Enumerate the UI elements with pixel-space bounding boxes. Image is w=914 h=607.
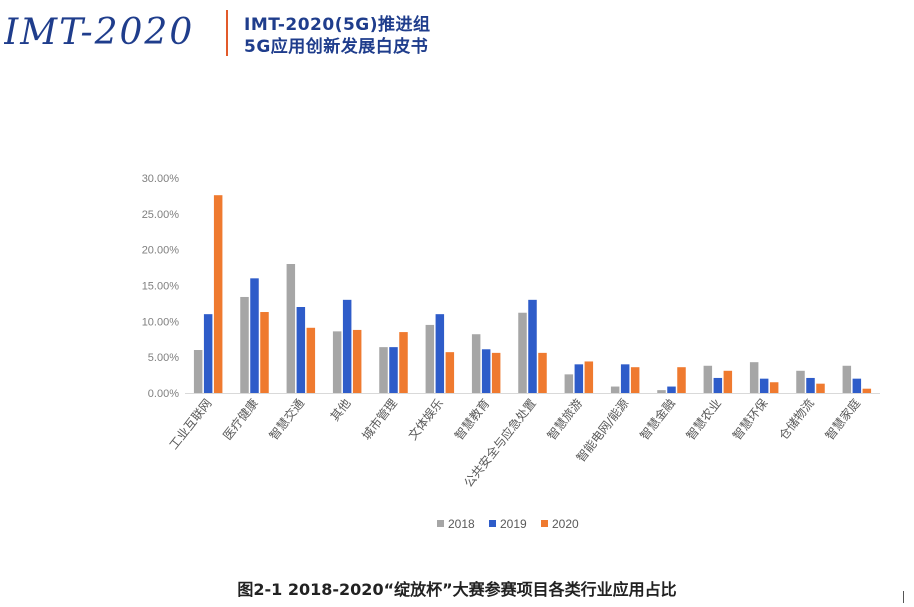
page-header: IMT-2020 IMT-2020(5G)推进组 5G应用创新发展白皮书	[0, 0, 914, 60]
figure-caption: 图2-1 2018-2020“绽放杯”大赛参赛项目各类行业应用占比	[237, 580, 677, 599]
bar-2018	[842, 365, 852, 393]
bar-2019	[203, 314, 213, 393]
legend-swatch-2020	[541, 520, 548, 527]
bar-2018	[240, 296, 249, 393]
x-tick-label: 其他	[328, 396, 354, 424]
bar-2018	[379, 347, 388, 393]
x-tick-label: 智慧家庭	[822, 396, 863, 443]
legend-swatch-2019	[489, 520, 496, 527]
bar-2020	[213, 195, 223, 393]
bar-2018	[796, 370, 805, 393]
bar-2020	[445, 352, 455, 393]
legend-label-2019: 2019	[500, 517, 527, 531]
x-tick-label: 智慧旅游	[544, 396, 585, 443]
x-tick-label: 智慧农业	[683, 396, 724, 443]
bar-2020	[816, 383, 825, 393]
industry-share-bar-chart: 0.00% 5.00% 10.00% 15.00% 20.00% 25.00% 30.00%…	[142, 173, 880, 531]
bar-2020	[862, 388, 872, 393]
bar-2019	[389, 347, 398, 393]
y-tick-label: 0.00%	[148, 388, 179, 400]
bar-2019	[250, 278, 259, 393]
bar-2019	[296, 307, 306, 393]
y-tick-label: 20.00%	[142, 245, 180, 257]
bar-2020	[399, 332, 408, 393]
bar-2018	[657, 390, 666, 393]
y-tick-label: 10.00%	[142, 316, 180, 328]
y-tick-label: 30.00%	[142, 173, 180, 185]
y-tick-label: 25.00%	[142, 209, 180, 221]
bar-2019	[435, 314, 445, 393]
bar-2019	[759, 378, 769, 393]
bar-2020	[769, 382, 779, 393]
bar-2018	[286, 264, 296, 393]
bar-2019	[528, 299, 537, 393]
x-tick-label: 仓储物流	[775, 396, 816, 443]
bar-2019	[574, 364, 584, 393]
bar-2018	[332, 331, 342, 393]
bar-2020	[584, 361, 594, 393]
x-tick-label: 医疗健康	[219, 396, 260, 443]
bar-2020	[491, 352, 501, 393]
svg-text:IMT-2020: IMT-2020	[4, 12, 194, 53]
bar-2018	[703, 365, 713, 393]
x-tick-label: 智慧环保	[729, 396, 770, 443]
legend-label-2018: 2018	[448, 517, 475, 531]
bar-2020	[630, 367, 640, 393]
bar-2019	[667, 386, 676, 393]
header-divider	[226, 10, 228, 56]
bar-2020	[352, 329, 362, 393]
bar-2020	[538, 352, 547, 393]
legend-label-2020: 2020	[552, 517, 579, 531]
bar-2020	[306, 327, 316, 393]
bar-2020	[260, 312, 269, 393]
bar-2019	[620, 364, 630, 393]
header-document-title: 5G应用创新发展白皮书	[244, 37, 429, 57]
bar-2018	[518, 312, 527, 393]
bar-2019	[713, 377, 723, 393]
bar-2020	[677, 367, 686, 393]
bar-2018	[471, 334, 481, 393]
imt-2020-logo: IMT-2020	[4, 12, 194, 53]
bar-2018	[610, 386, 620, 393]
bar-2019	[342, 299, 352, 393]
bar-2019	[481, 349, 491, 393]
bar-2019	[852, 378, 862, 393]
x-tick-label: 文体娱乐	[405, 396, 446, 443]
bar-2020	[723, 370, 733, 393]
bar-2018	[425, 324, 435, 393]
y-tick-label: 5.00%	[148, 352, 179, 364]
x-tick-label: 智慧交通	[266, 396, 307, 443]
x-tick-label: 智慧教育	[451, 396, 492, 443]
x-tick-label: 城市管理	[358, 396, 399, 443]
x-tick-label: 智慧金融	[636, 396, 677, 443]
bar-2018	[193, 350, 203, 393]
page-edge-mark	[903, 591, 904, 603]
legend-swatch-2018	[437, 520, 444, 527]
header-org-name: IMT-2020(5G)推进组	[244, 15, 431, 35]
bar-2019	[806, 377, 815, 393]
bar-2018	[564, 374, 574, 393]
x-tick-label: 工业互联网	[167, 396, 215, 452]
y-tick-label: 15.00%	[142, 281, 180, 293]
bar-2018	[749, 362, 759, 393]
